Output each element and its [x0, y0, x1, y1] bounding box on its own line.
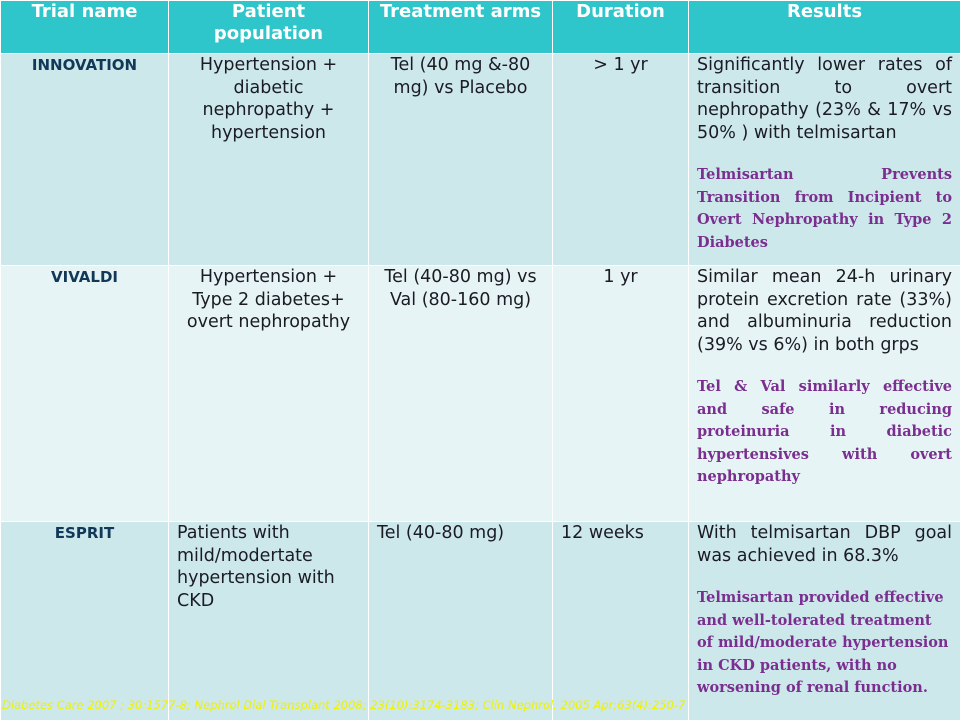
results-cell: Similar mean 24-h urinary protein excret… [689, 266, 960, 522]
duration: > 1 yr [553, 54, 689, 266]
duration: 12 weeks [553, 522, 689, 721]
treatment-arms: Tel (40-80 mg) vs Val (80-160 mg) [369, 266, 553, 522]
header-patient-population: Patient population [169, 1, 369, 54]
patient-population: Hypertension + Type 2 diabetes+ overt ne… [169, 266, 369, 522]
header-treatment-arms: Treatment arms [369, 1, 553, 54]
header-row: Trial name Patient population Treatment … [1, 1, 960, 54]
trial-name: ESPRIT [1, 522, 169, 721]
trial-name: VIVALDI [1, 266, 169, 522]
result-conclusion: Telmisartan provided effective and well-… [697, 587, 952, 700]
trial-name: INNOVATION [1, 54, 169, 266]
results-cell: With telmisartan DBP goal was achieved i… [689, 522, 960, 721]
table-row: ESPRIT Patients with mild/modertate hype… [1, 522, 960, 721]
header-duration: Duration [553, 1, 689, 54]
result-conclusion: Telmisartan Prevents Transition from Inc… [697, 164, 952, 254]
result-conclusion: Tel & Val similarly effective and safe i… [697, 376, 952, 489]
result-text: With telmisartan DBP goal was achieved i… [697, 522, 952, 567]
treatment-arms: Tel (40-80 mg) [369, 522, 553, 721]
patient-population: Hypertension + diabetic nephropathy + hy… [169, 54, 369, 266]
references-footer: Diabetes Care 2007 ; 30:1577-8; Nephrol … [0, 698, 960, 712]
result-text: Significantly lower rates of transition … [697, 54, 952, 144]
header-results: Results [689, 1, 960, 54]
results-cell: Significantly lower rates of transition … [689, 54, 960, 266]
duration: 1 yr [553, 266, 689, 522]
table-row: VIVALDI Hypertension + Type 2 diabetes+ … [1, 266, 960, 522]
header-trial-name: Trial name [1, 1, 169, 54]
table-row: INNOVATION Hypertension + diabetic nephr… [1, 54, 960, 266]
patient-population: Patients with mild/modertate hypertensio… [169, 522, 369, 721]
result-text: Similar mean 24-h urinary protein excret… [697, 266, 952, 356]
treatment-arms: Tel (40 mg &-80 mg) vs Placebo [369, 54, 553, 266]
